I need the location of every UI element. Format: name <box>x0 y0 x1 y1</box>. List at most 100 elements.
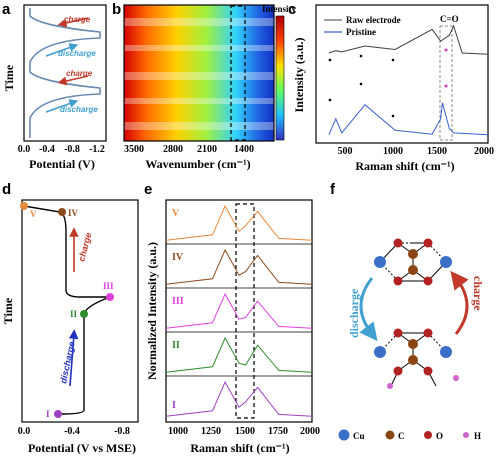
panel-f-o-atom <box>393 238 403 248</box>
panel-e-highlight-box <box>235 203 255 419</box>
panel-f-o-atom <box>423 366 433 376</box>
panel-b-tick-2: 2100 <box>197 144 217 155</box>
panel-e: e Normalized Intensity (a.u.) V IV III I… <box>144 181 320 455</box>
panel-d-point-i-label: I <box>46 409 50 419</box>
panel-d-point-ii <box>80 310 88 318</box>
panel-c-tick-1: 1000 <box>383 146 403 157</box>
panel-c-tick-3: 2000 <box>474 146 494 157</box>
panel-e-frame <box>165 199 313 423</box>
panel-f-o-atom <box>393 276 403 286</box>
panel-d-arrow-discharge <box>68 329 79 387</box>
panel-c-legend-pristine: Pristine <box>346 27 376 37</box>
panel-d-point-iii <box>106 293 114 301</box>
panel-b: b 3500 2800 2100 1400 Wavenumber (cm⁻¹) … <box>112 1 297 171</box>
panel-c-highlight-box <box>439 25 453 141</box>
panel-f-cu-atom <box>440 346 452 358</box>
panel-d-ylabel: Time <box>1 297 15 324</box>
panel-a-curves <box>29 8 101 138</box>
panel-f-structure-top <box>379 242 447 282</box>
panel-f-arrow-discharge-label: discharge <box>347 288 361 338</box>
panel-e-trace-iii-label: III <box>172 296 184 307</box>
panel-d-point-v-label: V <box>30 209 37 219</box>
panel-a-arrow-discharge-2 <box>45 99 79 113</box>
panel-a-tick-2: -0.8 <box>64 144 80 155</box>
panel-e-tick-4: 2000 <box>300 426 320 437</box>
panel-c-label: c <box>288 1 296 18</box>
panel-f-arrow-charge <box>450 270 469 335</box>
panel-f-o-atom <box>423 328 433 338</box>
panel-f-legend-o: O <box>436 431 443 441</box>
panel-a-arrow-charge-1 <box>57 17 89 28</box>
panel-f-c-atom <box>408 249 418 259</box>
panel-e-separators <box>166 243 312 377</box>
panel-b-heatmap <box>124 5 274 141</box>
panel-c-tick-2: 1500 <box>427 146 447 157</box>
panel-a-tick-1: -0.4 <box>39 144 55 155</box>
panel-f: f <box>330 181 485 441</box>
panel-c-markers <box>328 48 448 118</box>
panel-f-o-atom <box>423 238 433 248</box>
panel-f-legend-c-swatch <box>385 430 395 440</box>
panel-d-point-iii-label: III <box>103 281 114 291</box>
panel-f-o-atom <box>393 328 403 338</box>
panel-b-tick-3: 1400 <box>234 144 254 155</box>
panel-f-cu-atom <box>374 346 386 358</box>
panel-a-annotation-3: charge <box>66 69 93 78</box>
panel-f-o-atom <box>423 276 433 286</box>
panel-b-tick-1: 2800 <box>163 144 183 155</box>
panel-a-arrow-discharge-1 <box>45 43 79 57</box>
panel-e-trace-iv <box>165 248 313 285</box>
panel-d-point-i <box>54 410 62 418</box>
panel-c-annotation: C=O <box>440 14 459 24</box>
panel-a: a Time charge discharge charge discharge… <box>2 1 107 171</box>
panel-f-arrow-discharge <box>359 277 378 342</box>
panel-e-trace-iv-label: IV <box>172 252 184 263</box>
panel-f-legend-h-swatch <box>463 432 469 438</box>
panel-f-legend-o-swatch <box>424 431 432 439</box>
panel-a-label: a <box>2 1 11 18</box>
panel-a-tick-0: 0.0 <box>18 144 31 155</box>
panel-c: c Intensity (a.u.) Raw electrode Pristin… <box>288 1 494 173</box>
panel-c-xlabel: Raman shift (cm⁻¹) <box>355 159 454 173</box>
panel-a-annotation-1: charge <box>64 15 91 24</box>
panel-f-h-atom <box>453 375 459 381</box>
panel-e-trace-i-label: I <box>172 400 176 411</box>
panel-e-trace-ii-label: II <box>172 340 180 351</box>
panel-e-label: e <box>144 181 152 198</box>
panel-d-point-ii-label: II <box>70 309 78 319</box>
panel-d-arrow-charge-label: charge <box>76 231 93 262</box>
panel-d: d Time V IV III II I charge discharge 0.… <box>1 181 139 455</box>
panel-c-series-raw <box>328 24 489 55</box>
panel-e-tick-0: 1000 <box>168 426 188 437</box>
panel-f-legend-cu: Cu <box>353 431 365 441</box>
panel-f-c-atom <box>408 355 418 365</box>
panel-e-trace-v-label: V <box>172 208 180 219</box>
panel-c-ylabel: Intensity (a.u.) <box>292 37 306 112</box>
panel-a-annotation-2: discharge <box>58 49 96 58</box>
panel-b-xlabel: Wavenumber (cm⁻¹) <box>145 157 250 171</box>
panel-f-legend-c: C <box>398 431 405 441</box>
panel-b-colorbar <box>275 15 285 141</box>
panel-c-tick-0: 500 <box>338 146 353 157</box>
panel-a-frame <box>23 4 107 142</box>
panel-e-trace-i <box>165 380 313 417</box>
panel-b-label: b <box>112 1 121 18</box>
panel-b-frame <box>123 4 275 142</box>
panel-d-frame <box>21 199 139 423</box>
panel-f-c-atom <box>408 339 418 349</box>
panel-e-trace-v <box>165 204 313 241</box>
panel-d-point-iv-label: IV <box>68 208 79 218</box>
panel-e-ylabel: Normalized Intensity (a.u.) <box>145 242 159 380</box>
panel-c-legend-raw: Raw electrode <box>346 15 401 25</box>
panel-f-c-atom <box>408 265 418 275</box>
panel-f-label: f <box>330 181 336 198</box>
panel-e-tick-2: 1500 <box>235 426 255 437</box>
panel-d-tick-1: -0.4 <box>64 426 80 437</box>
panel-c-series-pristine <box>328 102 489 136</box>
panel-b-tick-0: 3500 <box>124 144 144 155</box>
panel-a-xlabel: Potential (V) <box>29 157 95 171</box>
panel-e-xlabel: Raman shift (cm⁻¹) <box>190 441 289 455</box>
panel-a-arrow-charge-2 <box>57 75 89 86</box>
panel-f-h-atom <box>387 383 393 389</box>
panel-e-tick-1: 1250 <box>201 426 221 437</box>
